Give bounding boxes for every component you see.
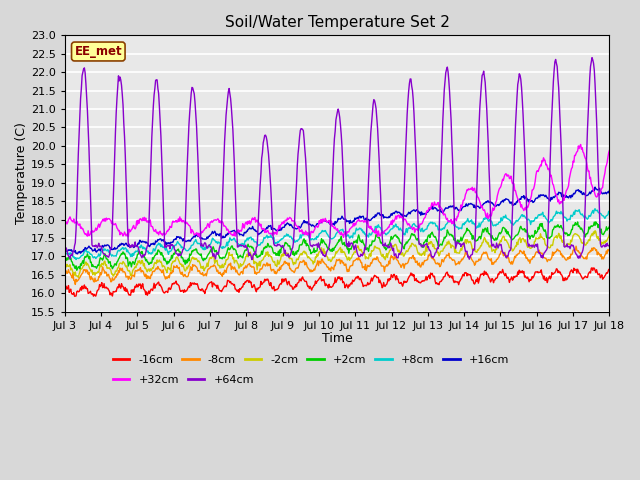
+8cm (127, 251, 135, 257)
+2cm (592, 219, 600, 225)
+16cm (74, 251, 81, 257)
Line: +64cm: +64cm (65, 58, 609, 260)
-16cm (404, 276, 412, 282)
+32cm (420, 216, 428, 222)
+2cm (73, 267, 81, 273)
+64cm (248, 257, 255, 263)
+8cm (70, 255, 78, 261)
-16cm (72, 293, 79, 299)
+2cm (605, 224, 613, 229)
-2cm (61, 267, 68, 273)
+16cm (212, 230, 220, 236)
-8cm (127, 276, 135, 281)
+32cm (127, 228, 134, 234)
+2cm (70, 264, 78, 270)
-8cm (420, 260, 428, 265)
-16cm (183, 288, 191, 294)
+2cm (404, 239, 412, 244)
-8cm (72, 282, 79, 288)
Line: -16cm: -16cm (65, 268, 609, 296)
+16cm (420, 212, 428, 217)
-8cm (572, 243, 580, 249)
+32cm (211, 217, 218, 223)
Y-axis label: Temperature (C): Temperature (C) (15, 122, 28, 225)
+8cm (591, 206, 599, 212)
X-axis label: Time: Time (322, 332, 353, 345)
+2cm (212, 249, 220, 254)
-8cm (183, 274, 191, 279)
-2cm (404, 249, 412, 254)
Line: -8cm: -8cm (65, 246, 609, 285)
-2cm (420, 249, 428, 255)
+64cm (404, 98, 412, 104)
Line: -2cm: -2cm (65, 231, 609, 277)
-8cm (70, 277, 78, 283)
Legend: +32cm, +64cm: +32cm, +64cm (108, 370, 259, 389)
+64cm (182, 201, 189, 206)
+8cm (72, 257, 80, 263)
+16cm (70, 249, 78, 255)
+8cm (61, 252, 68, 257)
-16cm (420, 278, 428, 284)
+16cm (183, 239, 191, 244)
-8cm (404, 260, 412, 265)
+64cm (211, 253, 218, 259)
+16cm (404, 211, 412, 217)
+2cm (61, 261, 68, 266)
-2cm (70, 272, 78, 278)
+16cm (591, 184, 599, 190)
+32cm (404, 222, 412, 228)
Line: +32cm: +32cm (65, 144, 609, 238)
+64cm (70, 243, 78, 249)
+32cm (61, 222, 68, 228)
Title: Soil/Water Temperature Set 2: Soil/Water Temperature Set 2 (225, 15, 449, 30)
+8cm (605, 209, 613, 215)
+8cm (183, 248, 191, 253)
-2cm (74, 275, 82, 280)
+8cm (420, 228, 428, 234)
+64cm (127, 243, 134, 249)
-8cm (212, 264, 220, 270)
-16cm (61, 287, 68, 292)
-16cm (127, 287, 135, 293)
+8cm (404, 226, 412, 232)
Line: +8cm: +8cm (65, 209, 609, 260)
+2cm (127, 264, 135, 270)
+16cm (605, 188, 613, 193)
-16cm (588, 265, 596, 271)
+32cm (577, 142, 584, 147)
-2cm (605, 231, 613, 237)
+32cm (307, 235, 314, 240)
-2cm (591, 228, 599, 234)
-2cm (127, 272, 135, 278)
Line: +16cm: +16cm (65, 187, 609, 254)
Text: EE_met: EE_met (74, 45, 122, 58)
-16cm (70, 293, 78, 299)
+64cm (605, 243, 613, 249)
-16cm (212, 283, 220, 288)
+32cm (605, 147, 613, 153)
+32cm (182, 221, 189, 227)
-16cm (605, 266, 613, 272)
Line: +2cm: +2cm (65, 222, 609, 270)
-2cm (183, 264, 191, 270)
+16cm (61, 250, 68, 256)
+8cm (212, 239, 220, 244)
-2cm (212, 257, 220, 263)
-8cm (605, 247, 613, 253)
+16cm (127, 244, 135, 250)
+2cm (183, 260, 191, 266)
+2cm (420, 240, 428, 245)
+64cm (61, 242, 68, 248)
+64cm (588, 55, 596, 60)
+64cm (420, 244, 428, 250)
-8cm (61, 269, 68, 275)
+32cm (70, 220, 78, 226)
